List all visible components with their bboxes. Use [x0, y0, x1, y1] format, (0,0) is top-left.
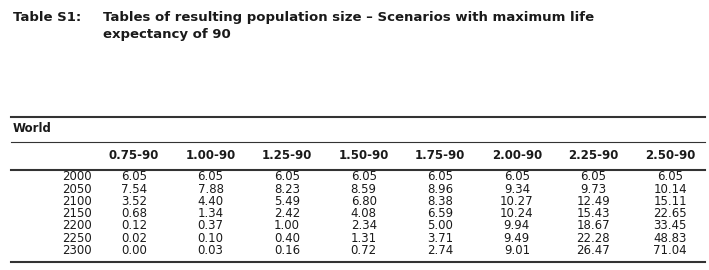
Text: 5.00: 5.00 [428, 220, 453, 232]
Text: 9.94: 9.94 [503, 220, 530, 232]
Text: 7.54: 7.54 [121, 183, 147, 196]
Text: 22.65: 22.65 [653, 207, 687, 220]
Text: 1.31: 1.31 [351, 232, 376, 245]
Text: 2050: 2050 [62, 183, 92, 196]
Text: 2150: 2150 [62, 207, 92, 220]
Text: 9.01: 9.01 [504, 244, 530, 257]
Text: 0.40: 0.40 [274, 232, 300, 245]
Text: 6.80: 6.80 [351, 195, 376, 208]
Text: 2.34: 2.34 [351, 220, 376, 232]
Text: 2200: 2200 [62, 220, 92, 232]
Text: World: World [13, 122, 52, 135]
Text: 0.72: 0.72 [351, 244, 376, 257]
Text: 0.75-90: 0.75-90 [108, 149, 160, 162]
Text: 2300: 2300 [62, 244, 92, 257]
Text: 0.00: 0.00 [121, 244, 147, 257]
Text: 4.40: 4.40 [198, 195, 223, 208]
Text: 6.05: 6.05 [504, 170, 530, 183]
Text: 10.24: 10.24 [500, 207, 534, 220]
Text: 1.75-90: 1.75-90 [415, 149, 466, 162]
Text: 0.10: 0.10 [198, 232, 223, 245]
Text: 12.49: 12.49 [576, 195, 610, 208]
Text: 1.00: 1.00 [274, 220, 300, 232]
Text: 18.67: 18.67 [576, 220, 610, 232]
Text: 6.05: 6.05 [428, 170, 453, 183]
Text: 15.11: 15.11 [653, 195, 687, 208]
Text: 2.42: 2.42 [274, 207, 301, 220]
Text: 0.02: 0.02 [121, 232, 147, 245]
Text: 8.59: 8.59 [351, 183, 376, 196]
Text: 1.00-90: 1.00-90 [186, 149, 235, 162]
Text: 10.14: 10.14 [653, 183, 687, 196]
Text: 8.38: 8.38 [428, 195, 453, 208]
Text: 1.25-90: 1.25-90 [262, 149, 313, 162]
Text: 26.47: 26.47 [576, 244, 610, 257]
Text: 0.03: 0.03 [198, 244, 223, 257]
Text: 0.16: 0.16 [274, 244, 300, 257]
Text: 0.12: 0.12 [121, 220, 147, 232]
Text: 2.00-90: 2.00-90 [492, 149, 542, 162]
Text: 3.71: 3.71 [428, 232, 453, 245]
Text: 48.83: 48.83 [653, 232, 687, 245]
Text: 15.43: 15.43 [576, 207, 610, 220]
Text: 6.05: 6.05 [351, 170, 376, 183]
Text: 0.68: 0.68 [121, 207, 147, 220]
Text: 2250: 2250 [62, 232, 92, 245]
Text: 8.96: 8.96 [428, 183, 453, 196]
Text: 5.49: 5.49 [274, 195, 300, 208]
Text: 6.05: 6.05 [581, 170, 606, 183]
Text: 1.34: 1.34 [198, 207, 223, 220]
Text: 2100: 2100 [62, 195, 92, 208]
Text: 33.45: 33.45 [653, 220, 687, 232]
Text: 2.74: 2.74 [427, 244, 454, 257]
Text: 3.52: 3.52 [121, 195, 147, 208]
Text: 6.05: 6.05 [274, 170, 300, 183]
Text: 22.28: 22.28 [576, 232, 610, 245]
Text: 7.88: 7.88 [198, 183, 223, 196]
Text: 9.73: 9.73 [581, 183, 606, 196]
Text: 71.04: 71.04 [653, 244, 687, 257]
Text: 2000: 2000 [62, 170, 92, 183]
Text: 0.37: 0.37 [198, 220, 223, 232]
Text: 9.34: 9.34 [504, 183, 530, 196]
Text: Tables of resulting population size – Scenarios with maximum life
expectancy of : Tables of resulting population size – Sc… [103, 11, 594, 41]
Text: 10.27: 10.27 [500, 195, 534, 208]
Text: 1.50-90: 1.50-90 [338, 149, 389, 162]
Text: 2.25-90: 2.25-90 [568, 149, 619, 162]
Text: 6.59: 6.59 [428, 207, 453, 220]
Text: 6.05: 6.05 [657, 170, 683, 183]
Text: 8.23: 8.23 [274, 183, 300, 196]
Text: 2.50-90: 2.50-90 [644, 149, 696, 162]
Text: Table S1:: Table S1: [13, 11, 81, 24]
Text: 9.49: 9.49 [503, 232, 530, 245]
Text: 6.05: 6.05 [121, 170, 147, 183]
Text: 4.08: 4.08 [351, 207, 376, 220]
Text: 6.05: 6.05 [198, 170, 223, 183]
